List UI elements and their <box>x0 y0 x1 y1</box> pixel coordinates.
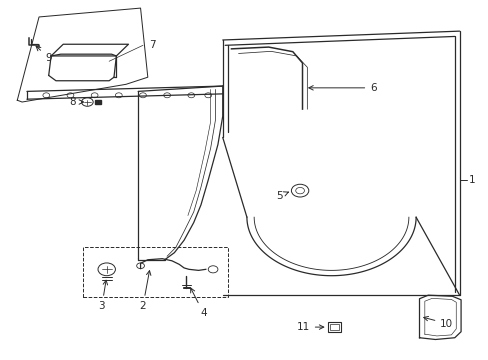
Text: 9: 9 <box>36 46 52 63</box>
Text: 5: 5 <box>275 191 288 201</box>
Text: 6: 6 <box>308 83 376 93</box>
Text: 1: 1 <box>468 175 475 185</box>
Text: 3: 3 <box>99 280 107 311</box>
Text: 8: 8 <box>69 97 83 107</box>
Text: 10: 10 <box>423 316 452 329</box>
Text: 11: 11 <box>296 322 323 332</box>
Polygon shape <box>95 100 101 104</box>
Text: 4: 4 <box>190 288 206 318</box>
Text: 7: 7 <box>149 40 156 50</box>
Text: 2: 2 <box>140 271 151 311</box>
